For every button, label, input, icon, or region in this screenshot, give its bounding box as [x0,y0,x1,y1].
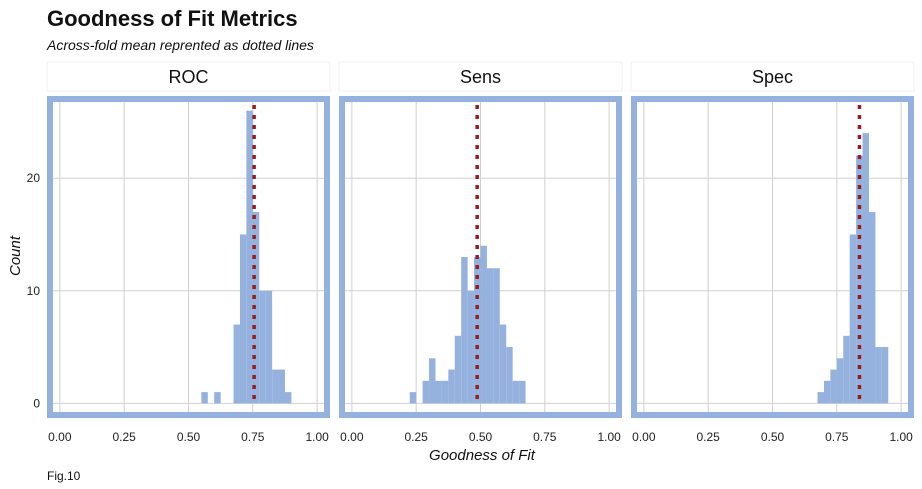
y-axis-title: Count [7,235,24,276]
histogram-bar [272,369,279,404]
histogram-bar [278,369,285,404]
histogram-bar [862,133,869,404]
facet-panel-spec: Spec 0.00 0.25 0.50 0.75 1.00 [630,61,915,444]
x-tick-label: 1.00 [889,430,913,444]
facet-strip [630,61,915,92]
facet-strip-label: ROC [169,67,209,87]
histogram-bar [474,257,481,404]
facet-strip-label: Spec [752,67,793,87]
histogram-bar [422,380,430,404]
histogram-bar [233,324,240,404]
x-tick-label: 0.50 [761,430,785,444]
facet-strip-label: Sens [460,67,501,87]
x-tick-label: 0.75 [533,430,557,444]
y-tick-label: 20 [27,171,41,185]
panel-border [631,96,914,418]
histogram-bar [817,392,824,404]
histogram-bar [493,268,500,404]
histogram-bar [435,380,442,404]
histogram-bar [429,358,436,404]
histogram-bar [512,380,520,404]
histogram-bar [265,290,273,404]
histogram-bar [441,380,449,404]
histogram-bar [843,335,850,404]
x-tick-label: 0.75 [241,430,265,444]
y-tick-label: 10 [27,284,41,298]
x-tick-label: 0.25 [405,430,429,444]
histogram-bar [823,380,831,404]
histogram-bar [246,110,253,404]
y-axis: 0 10 20 [27,171,41,410]
histogram-bar [467,290,475,404]
histogram-bar [480,245,487,404]
x-tick-label: 0.50 [469,430,493,444]
x-tick-label: 1.00 [305,430,329,444]
facet-strip [338,61,623,92]
histogram-bar [836,358,844,404]
histogram-bar [506,347,513,404]
histogram-bar [284,392,292,404]
histogram-bar [519,380,526,404]
x-tick-label: 0.00 [632,430,656,444]
histogram-bar [856,155,863,404]
x-tick-label: 1.00 [597,430,621,444]
x-tick-label: 0.00 [340,430,364,444]
histogram-bar [849,234,857,404]
facet-panel-roc: ROC 0.00 0.25 0.50 0.75 1.00 [46,61,331,444]
histogram-bar [259,290,266,404]
histogram-bar [881,347,889,404]
x-tick-label: 0.25 [113,430,137,444]
histogram-bar [252,211,260,404]
histogram-bar [486,268,494,404]
histogram-bar [239,234,247,404]
chart-subtitle: Across-fold mean reprented as dotted lin… [46,37,314,53]
y-tick-label: 0 [33,396,40,410]
x-tick-label: 0.50 [177,430,201,444]
histogram-bar [409,392,417,404]
histogram-bar [868,211,876,404]
facet-panels: ROC 0.00 0.25 0.50 0.75 1.00 Sens 0.00 0.25 0.50 0… [46,61,915,444]
histogram-bar [875,347,882,404]
histogram-bar [454,335,462,404]
histogram-bar [214,392,221,404]
chart-title: Goodness of Fit Metrics [47,6,298,31]
x-tick-label: 0.00 [48,430,72,444]
histogram-bar [830,369,837,404]
histogram-bar [499,324,507,404]
panel-border [339,96,622,418]
x-tick-label: 0.25 [697,430,721,444]
figure-caption: Fig.10 [47,469,81,483]
x-tick-label: 0.75 [825,430,849,444]
facet-panel-sens: Sens 0.00 0.25 0.50 0.75 1.00 [338,61,623,444]
histogram-bar [201,392,208,404]
histogram-bar [448,369,455,404]
panel-border [47,96,330,418]
x-axis-title: Goodness of Fit [429,447,536,464]
facet-strip [46,61,331,92]
histogram-bar [461,257,468,404]
